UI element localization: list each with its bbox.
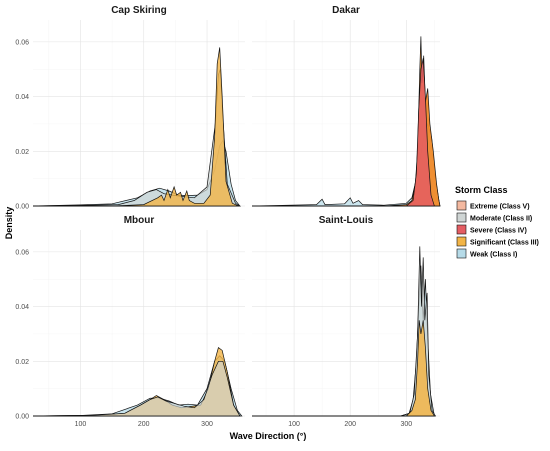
x-tick-label: 100 [75,421,87,428]
x-tick-label: 300 [201,421,213,428]
panel-title: Saint-Louis [319,215,374,226]
panel-title: Cap Skiring [111,5,167,16]
x-axis-title: Wave Direction (°) [230,431,307,441]
x-tick-label: 300 [400,421,412,428]
density-area-moderate-class-ii [252,246,437,417]
legend-label: Weak (Class I) [470,252,517,259]
legend-swatch [456,248,467,259]
legend-label: Extreme (Class V) [470,204,530,211]
density-area-significant-class-iii [252,320,436,417]
legend-label: Significant (Class III) [470,240,539,247]
legend-swatch [456,236,467,247]
x-tick-label: 200 [138,421,150,428]
labels-layer: Cap Skiring 0.00 0.02 0.04 0.06 Dakar Mbour 0.0… [15,5,412,428]
legend: Storm Class Extreme (Class V) Moderate (C… [455,185,539,259]
grid-layer [33,20,440,417]
density-area-weak-class-i [252,265,435,417]
density-area-significant-class-iii [33,47,239,207]
y-tick-label: 0.06 [15,39,29,46]
legend-swatch [456,212,467,223]
density-area-moderate-class-ii [32,69,242,207]
panel-title: Dakar [332,5,360,16]
y-tick-label: 0.00 [15,414,29,421]
y-tick-label: 0.02 [15,359,29,366]
y-axis-title: Density [4,207,14,240]
x-tick-label: 200 [344,421,356,428]
legend-swatch [456,200,467,211]
y-tick-label: 0.02 [15,149,29,156]
density-area-significant-class-iii [252,36,441,207]
density-areas [32,36,441,417]
y-tick-label: 0.04 [15,94,29,101]
density-area-weak-class-i [251,122,441,207]
density-area-severe-class-iv [252,58,435,207]
y-tick-label: 0.00 [15,204,29,211]
legend-title: Storm Class [455,185,508,195]
y-tick-label: 0.04 [15,304,29,311]
panel-title: Mbour [124,215,155,226]
legend-swatch [456,224,467,235]
y-tick-label: 0.06 [15,249,29,256]
x-tick-label: 100 [288,421,300,428]
density-area-moderate-class-ii [32,360,241,417]
legend-label: Moderate (Class II) [470,216,532,223]
legend-label: Severe (Class IV) [470,228,527,235]
